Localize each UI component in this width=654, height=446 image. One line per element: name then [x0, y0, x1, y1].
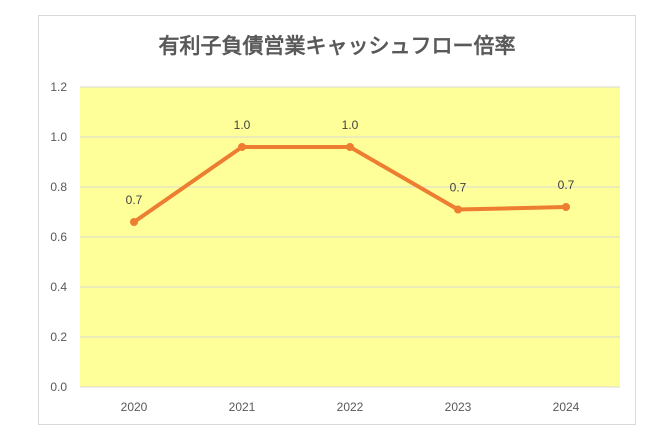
x-tick-label: 2020	[121, 400, 148, 414]
y-tick-label: 0.6	[50, 230, 67, 244]
data-point	[454, 205, 462, 214]
data-point	[130, 218, 138, 226]
y-tick-label: 0.0	[50, 380, 67, 394]
data-point	[346, 143, 354, 151]
y-tick-label: 0.8	[50, 180, 67, 194]
x-tick-label: 2022	[337, 400, 364, 414]
data-label: 1.0	[234, 118, 251, 132]
data-point	[238, 143, 246, 151]
data-label: 0.7	[558, 178, 575, 192]
y-tick-label: 1.2	[50, 80, 67, 94]
y-tick-label: 1.0	[50, 130, 67, 144]
y-tick-label: 0.2	[50, 330, 67, 344]
x-tick-label: 2021	[229, 400, 256, 414]
data-label: 0.7	[450, 181, 467, 195]
chart-frame	[38, 15, 636, 425]
y-tick-label: 0.4	[50, 280, 67, 294]
x-tick-label: 2023	[445, 400, 472, 414]
x-tick-label: 2024	[553, 400, 580, 414]
chart-title: 有利子負債営業キャッシュフロー倍率	[158, 35, 516, 58]
data-label: 0.7	[126, 193, 143, 207]
data-label: 1.0	[342, 118, 359, 132]
data-point	[562, 203, 570, 211]
